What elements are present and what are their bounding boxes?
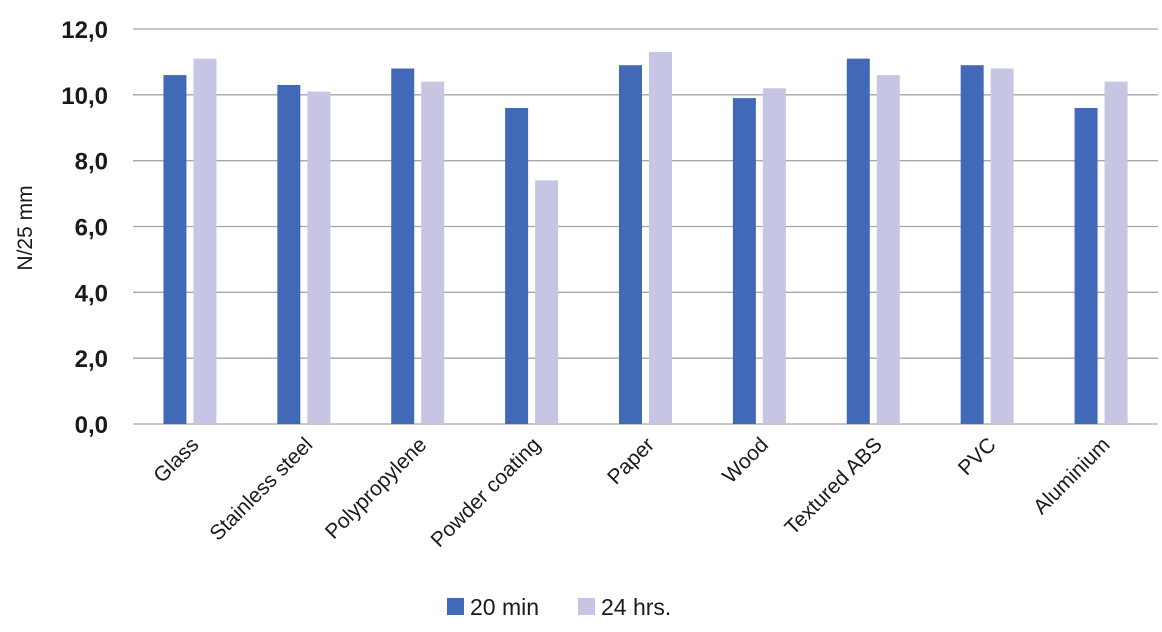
y-tick-label: 6,0 xyxy=(75,215,108,242)
x-tick-label: Glass xyxy=(149,433,203,487)
bar xyxy=(505,108,529,424)
legend: 20 min 24 hrs. xyxy=(447,594,671,620)
bar xyxy=(649,52,672,425)
legend-label: 24 hrs. xyxy=(601,594,671,620)
y-axis-label: N/25 mm xyxy=(14,185,37,270)
legend-label: 20 min xyxy=(470,594,539,620)
bar xyxy=(1074,108,1098,424)
bar xyxy=(391,68,415,424)
x-tick-label: Paper xyxy=(603,433,659,489)
bar xyxy=(1104,81,1128,425)
bar xyxy=(277,84,301,424)
y-tick-label: 2,0 xyxy=(75,346,108,373)
bar xyxy=(307,91,331,425)
x-tick-label: Aluminium xyxy=(1029,433,1115,519)
legend-swatch xyxy=(447,598,464,615)
x-tick-label: Stainless steel xyxy=(205,433,317,545)
bar xyxy=(421,81,445,425)
legend-swatch xyxy=(578,598,595,615)
y-tick-label: 12,0 xyxy=(61,17,108,44)
x-axis-ticks: Glass Stainless steel PolypropylenePowder … xyxy=(149,433,1114,552)
bar xyxy=(163,75,187,424)
y-tick-label: 8,0 xyxy=(75,149,108,176)
bar xyxy=(990,68,1014,424)
y-tick-label: 10,0 xyxy=(61,83,108,110)
bar xyxy=(193,58,217,424)
bar xyxy=(535,180,559,424)
y-axis-ticks: 0,0 2,0 4,0 6,0 8,0 10,0 12,0 xyxy=(61,17,108,439)
bar xyxy=(846,58,870,424)
bar xyxy=(762,88,786,424)
gridlines xyxy=(133,28,1158,425)
x-tick-label: Polypropylene xyxy=(321,433,431,543)
x-tick-label: Wood xyxy=(718,433,773,488)
bars xyxy=(163,52,1128,425)
y-tick-label: 0,0 xyxy=(75,412,108,439)
x-tick-label: PVC xyxy=(954,433,1001,480)
bar xyxy=(732,98,756,424)
bar xyxy=(876,75,900,424)
bar xyxy=(960,65,984,424)
x-tick-label: Powder coating xyxy=(427,433,546,552)
y-tick-label: 4,0 xyxy=(75,280,108,307)
bar xyxy=(619,65,642,424)
x-tick-label: Textured ABS xyxy=(781,433,887,539)
